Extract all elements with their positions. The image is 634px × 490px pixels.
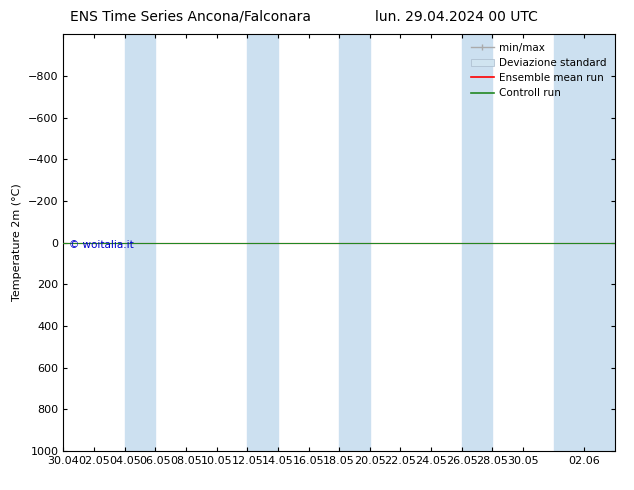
Text: © woitalia.it: © woitalia.it [69, 241, 134, 250]
Bar [462, 34, 493, 451]
Text: lun. 29.04.2024 00 UTC: lun. 29.04.2024 00 UTC [375, 10, 538, 24]
Text: ENS Time Series Ancona/Falconara: ENS Time Series Ancona/Falconara [70, 10, 311, 24]
Bar [125, 34, 155, 451]
Bar [247, 34, 278, 451]
Legend: min/max, Deviazione standard, Ensemble mean run, Controll run: min/max, Deviazione standard, Ensemble m… [468, 40, 610, 101]
Bar [339, 34, 370, 451]
Y-axis label: Temperature 2m (°C): Temperature 2m (°C) [13, 184, 22, 301]
Bar [553, 34, 615, 451]
